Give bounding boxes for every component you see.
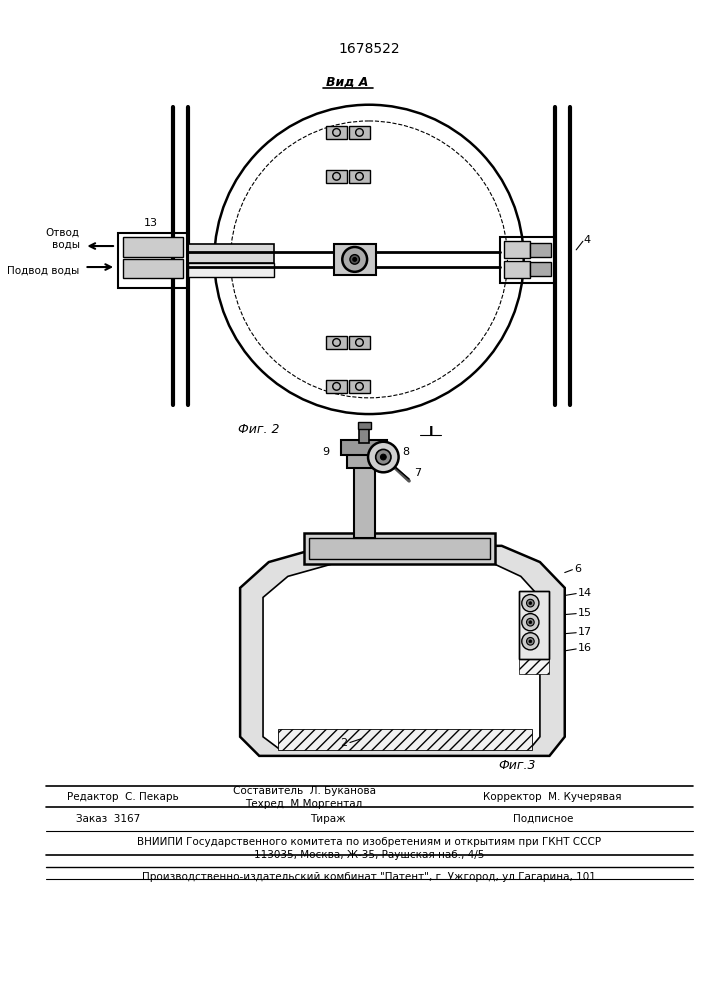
Bar	[326, 126, 347, 139]
Bar	[123, 237, 183, 257]
Bar	[349, 170, 370, 183]
Bar	[519, 653, 549, 674]
Bar	[530, 262, 551, 276]
Text: Фиг.3: Фиг.3	[498, 759, 536, 772]
Bar	[503, 241, 530, 258]
Text: 9: 9	[322, 447, 329, 457]
Bar	[326, 336, 347, 349]
Circle shape	[527, 618, 534, 626]
Text: Производственно-издательский комбинат "Патент", г. Ужгород, ул.Гагарина, 101: Производственно-издательский комбинат "П…	[142, 872, 596, 882]
Bar	[354, 464, 375, 538]
Bar	[519, 591, 549, 659]
Circle shape	[529, 621, 532, 624]
Bar	[519, 591, 549, 659]
Circle shape	[342, 247, 367, 272]
Text: I: I	[429, 425, 433, 438]
Circle shape	[527, 637, 534, 645]
Bar	[349, 380, 370, 393]
Text: Редактор  С. Пекарь: Редактор С. Пекарь	[66, 792, 179, 802]
Text: Отвод
воды: Отвод воды	[46, 228, 80, 249]
Polygon shape	[263, 563, 540, 748]
Circle shape	[353, 257, 356, 261]
Text: 8: 8	[403, 447, 410, 457]
Bar	[359, 426, 369, 443]
Bar	[349, 126, 370, 139]
Bar	[123, 259, 183, 278]
Text: 4: 4	[584, 235, 591, 245]
Text: 1678522: 1678522	[338, 42, 400, 56]
Text: 16: 16	[578, 643, 592, 653]
Text: 17: 17	[578, 627, 592, 637]
Text: Заказ  3167: Заказ 3167	[76, 814, 141, 824]
Circle shape	[368, 442, 399, 472]
Bar	[309, 538, 490, 559]
Polygon shape	[240, 546, 565, 756]
Bar	[304, 533, 495, 564]
Text: Тираж: Тираж	[310, 814, 346, 824]
Circle shape	[527, 599, 534, 607]
Bar	[187, 244, 274, 263]
Text: Корректор  М. Кучерявая: Корректор М. Кучерявая	[483, 792, 621, 802]
Text: Подписное: Подписное	[513, 814, 573, 824]
Text: 2: 2	[340, 738, 347, 748]
Bar	[326, 170, 347, 183]
Bar	[358, 422, 371, 429]
Bar	[334, 244, 375, 275]
Text: Вид А: Вид А	[326, 75, 368, 88]
Circle shape	[350, 255, 359, 264]
Circle shape	[380, 454, 386, 460]
Text: Составитель  Л. Буканова: Составитель Л. Буканова	[233, 786, 375, 796]
Bar	[500, 237, 555, 283]
Bar	[187, 263, 274, 277]
Text: Подвод воды: Подвод воды	[8, 266, 80, 276]
Bar	[118, 233, 187, 288]
Text: 113035, Москва, Ж-35, Раушская наб., 4/5: 113035, Москва, Ж-35, Раушская наб., 4/5	[254, 850, 484, 860]
Text: 6: 6	[574, 564, 581, 574]
Circle shape	[522, 633, 539, 650]
Circle shape	[522, 595, 539, 612]
Text: 14: 14	[578, 588, 592, 598]
Text: ВНИИПИ Государственного комитета по изобретениям и открытиям при ГКНТ СССР: ВНИИПИ Государственного комитета по изоб…	[137, 837, 601, 847]
Bar	[279, 729, 532, 750]
Bar	[341, 440, 387, 455]
Circle shape	[529, 640, 532, 643]
Circle shape	[522, 614, 539, 631]
Circle shape	[529, 602, 532, 605]
Text: Техред  М.Моргентал: Техред М.Моргентал	[245, 799, 363, 809]
Text: 7: 7	[414, 468, 421, 478]
Circle shape	[375, 449, 391, 465]
Bar	[503, 261, 530, 278]
Bar	[530, 243, 551, 257]
Bar	[326, 380, 347, 393]
Bar	[349, 336, 370, 349]
Text: 13: 13	[144, 218, 158, 228]
Bar	[347, 452, 381, 468]
Text: 15: 15	[578, 608, 592, 618]
Text: Фиг. 2: Фиг. 2	[238, 423, 280, 436]
